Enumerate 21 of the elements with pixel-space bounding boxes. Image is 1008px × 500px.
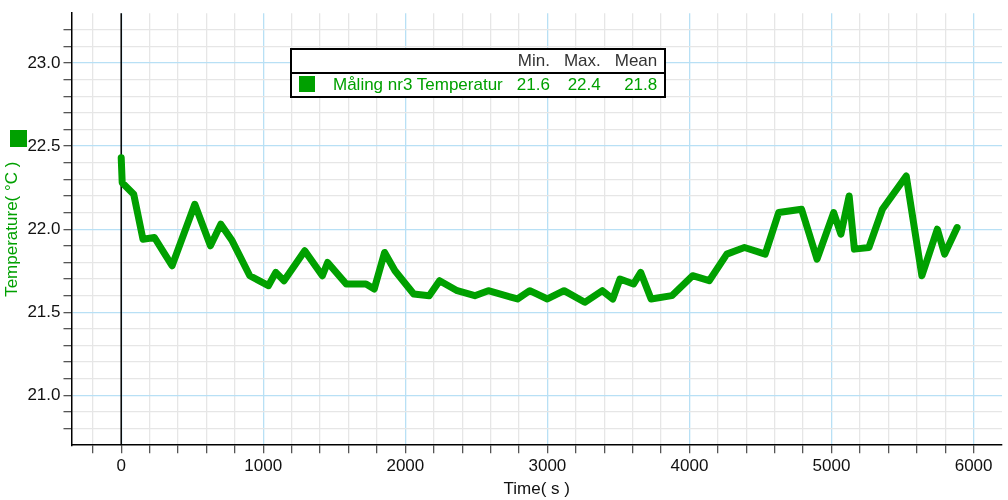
y-tick-label: 21.5 bbox=[27, 301, 61, 321]
y-tick-label: 23.0 bbox=[27, 52, 61, 72]
x-tick-label: 6000 bbox=[954, 456, 993, 476]
y-tick-label: 21.0 bbox=[27, 385, 61, 405]
x-tick-label: 3000 bbox=[528, 456, 567, 476]
y-tick-label: 22.0 bbox=[27, 218, 61, 238]
annotation: 22.4 bbox=[566, 74, 602, 96]
x-tick-label: 0 bbox=[116, 456, 126, 476]
annotation: Min. bbox=[509, 49, 557, 73]
x-axis-title: Time( s ) bbox=[503, 479, 570, 499]
y-axis-title: Temperature( °C ) bbox=[1, 161, 21, 297]
x-tick-label: 2000 bbox=[386, 456, 425, 476]
x-tick-label: 5000 bbox=[812, 456, 851, 476]
annotation: Mean bbox=[607, 49, 666, 73]
annotation: 21.8 bbox=[623, 74, 659, 96]
annotation: 21.6 bbox=[515, 74, 551, 96]
x-tick-label: 4000 bbox=[670, 456, 709, 476]
x-tick-label: 1000 bbox=[244, 456, 283, 476]
legend-label: Måling nr3 Temperatur bbox=[332, 74, 504, 96]
annotation: Max. bbox=[556, 49, 608, 73]
y-tick-label: 22.5 bbox=[27, 135, 61, 155]
